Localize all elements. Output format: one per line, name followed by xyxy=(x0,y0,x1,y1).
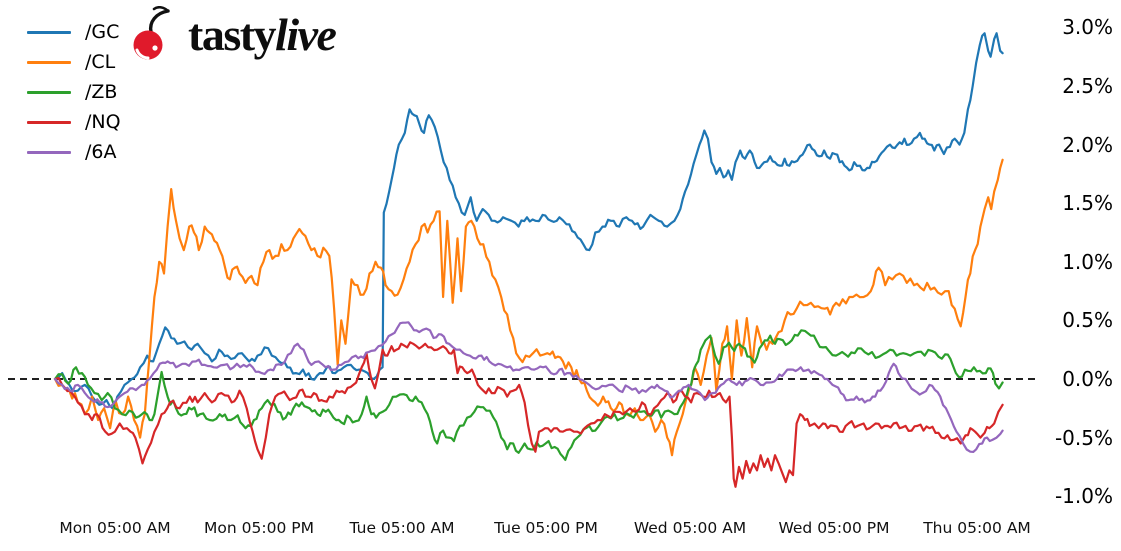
brand-live: live xyxy=(275,9,337,60)
legend-label: /GC xyxy=(85,20,120,43)
y-tick-label: 2.5% xyxy=(1062,74,1113,98)
y-tick-label: -1.0% xyxy=(1054,484,1113,508)
legend-label: /6A xyxy=(85,140,117,163)
y-tick-label: 0.5% xyxy=(1062,308,1113,332)
y-tick-label: 2.0% xyxy=(1062,133,1113,157)
x-tick-label: Mon 05:00 AM xyxy=(59,519,171,537)
series-line-6A xyxy=(53,321,1004,453)
series-line-NQ xyxy=(53,341,1004,488)
tastylive-logo: tastylive xyxy=(128,6,337,64)
legend-color-swatch xyxy=(27,60,71,64)
series-line-GC xyxy=(53,32,1004,410)
brand-tasty: tasty xyxy=(188,9,277,60)
x-tick-label: Tue 05:00 PM xyxy=(494,519,598,537)
x-tick-label: Wed 05:00 PM xyxy=(778,519,890,537)
legend-item-GC: /GC xyxy=(27,17,121,47)
legend-label: /CL xyxy=(85,50,116,73)
series-line-CL xyxy=(53,158,1004,457)
legend-label: /ZB xyxy=(85,80,118,103)
legend-color-swatch xyxy=(27,30,71,34)
x-tick-label: Tue 05:00 AM xyxy=(349,519,455,537)
brand-wordmark: tastylive xyxy=(188,6,337,64)
legend-color-swatch xyxy=(27,150,71,154)
y-tick-label: 0.0% xyxy=(1062,367,1113,391)
chart-legend: /GC/CL/ZB/NQ/6A xyxy=(27,17,121,167)
cherry-icon xyxy=(133,6,170,60)
y-tick-label: 1.5% xyxy=(1062,191,1113,215)
x-tick-label: Mon 05:00 PM xyxy=(204,519,314,537)
legend-color-swatch xyxy=(27,90,71,94)
y-tick-label: 1.0% xyxy=(1062,250,1113,274)
x-tick-label: Thu 05:00 AM xyxy=(923,519,1031,537)
x-tick-label: Wed 05:00 AM xyxy=(633,519,747,537)
legend-color-swatch xyxy=(27,120,71,124)
y-tick-label: -0.5% xyxy=(1054,426,1113,450)
series-line-ZB xyxy=(53,329,1004,461)
legend-item-ZB: /ZB xyxy=(27,77,121,107)
legend-item-6A: /6A xyxy=(27,137,121,167)
legend-item-NQ: /NQ xyxy=(27,107,121,137)
y-tick-label: 3.0% xyxy=(1062,15,1113,39)
legend-label: /NQ xyxy=(85,110,121,133)
legend-item-CL: /CL xyxy=(27,47,121,77)
